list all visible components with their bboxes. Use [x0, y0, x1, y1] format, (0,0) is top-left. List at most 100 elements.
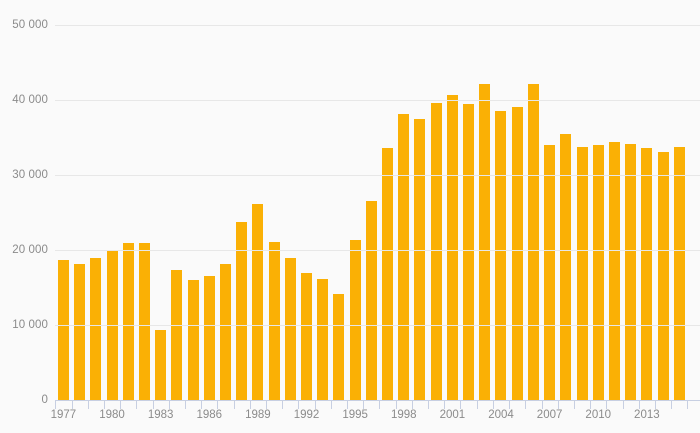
- x-axis-tick: [233, 400, 235, 409]
- x-axis-tick: [168, 400, 170, 409]
- x-axis-tick-label: 2010: [585, 409, 612, 421]
- x-axis-tick: [136, 400, 138, 409]
- x-axis-tick: [249, 400, 251, 409]
- bar[interactable]: [122, 242, 134, 400]
- bar[interactable]: [479, 83, 491, 400]
- bar[interactable]: [90, 257, 102, 400]
- x-axis-tick: [87, 400, 89, 409]
- x-axis-tick: [282, 400, 284, 409]
- bar[interactable]: [74, 263, 86, 400]
- x-axis-tick: [120, 400, 122, 409]
- x-axis-tick: [638, 400, 640, 409]
- y-axis-tick-label: 50 000: [12, 19, 48, 31]
- bar[interactable]: [430, 103, 442, 400]
- x-axis-tick-label: 2013: [634, 409, 660, 421]
- bar[interactable]: [155, 329, 167, 400]
- x-axis-tick-label: 1980: [99, 409, 125, 421]
- bar[interactable]: [187, 280, 199, 400]
- x-axis-tick: [541, 400, 543, 409]
- bar[interactable]: [592, 145, 604, 400]
- x-axis-tick-label: 2001: [439, 409, 466, 421]
- bar[interactable]: [446, 94, 458, 400]
- x-axis-tick: [557, 400, 559, 409]
- x-axis-tick-label: 2007: [536, 409, 563, 421]
- x-axis-tick: [55, 400, 57, 409]
- bar[interactable]: [673, 147, 685, 400]
- x-axis-tick: [622, 400, 624, 409]
- x-axis-tick: [687, 400, 689, 409]
- x-axis-tick-label: 1998: [390, 409, 417, 421]
- x-axis-tick-label: 1977: [50, 409, 77, 421]
- x-axis-tick: [428, 400, 430, 409]
- x-axis-tick: [525, 400, 527, 409]
- bar[interactable]: [657, 151, 669, 400]
- x-axis-ticks: [55, 400, 700, 409]
- bars-layer: [55, 0, 700, 400]
- bar[interactable]: [382, 148, 394, 400]
- y-axis-tick-label: 20 000: [12, 244, 48, 256]
- bar[interactable]: [365, 200, 377, 400]
- x-axis-tick: [492, 400, 494, 409]
- x-axis-tick-label: 1986: [196, 409, 223, 421]
- bar[interactable]: [608, 142, 620, 400]
- bar[interactable]: [463, 103, 475, 400]
- x-axis-tick-label: 1989: [245, 409, 271, 421]
- x-axis-tick: [379, 400, 381, 409]
- gridline: [55, 250, 700, 251]
- bar[interactable]: [252, 203, 264, 400]
- bar[interactable]: [527, 84, 539, 400]
- bar[interactable]: [317, 278, 329, 400]
- x-axis-tick: [395, 400, 397, 409]
- x-axis-tick: [266, 400, 267, 409]
- gridline: [55, 100, 700, 101]
- bar[interactable]: [641, 148, 653, 400]
- bar[interactable]: [511, 106, 523, 400]
- x-axis-tick: [476, 400, 478, 409]
- bar[interactable]: [57, 259, 69, 400]
- bar[interactable]: [171, 270, 183, 400]
- x-axis-tick-label: 1983: [147, 409, 174, 421]
- bar[interactable]: [414, 118, 426, 400]
- bar[interactable]: [576, 147, 588, 400]
- x-axis-tick: [509, 400, 511, 409]
- x-axis-tick: [411, 400, 413, 409]
- bar[interactable]: [284, 258, 296, 400]
- x-axis-tick: [71, 400, 73, 409]
- x-axis-tick: [201, 400, 203, 409]
- bar[interactable]: [544, 145, 556, 400]
- bar[interactable]: [333, 293, 345, 400]
- x-axis-tick: [184, 400, 186, 409]
- x-axis-tick: [460, 400, 462, 409]
- bar[interactable]: [268, 241, 280, 400]
- bar[interactable]: [495, 110, 507, 400]
- bar[interactable]: [560, 133, 572, 400]
- x-axis-tick-label: 1992: [293, 409, 320, 421]
- bar[interactable]: [301, 272, 313, 400]
- x-axis-tick: [363, 400, 365, 409]
- x-axis-tick: [314, 400, 316, 409]
- y-axis-tick-label: 0: [41, 394, 48, 406]
- x-axis-tick: [217, 400, 219, 409]
- x-axis-tick: [654, 400, 656, 409]
- y-axis-tick-label: 30 000: [12, 169, 48, 181]
- y-axis-tick-label: 40 000: [12, 94, 48, 106]
- bar[interactable]: [236, 221, 248, 400]
- bar[interactable]: [625, 143, 637, 400]
- x-axis-tick: [103, 400, 105, 409]
- x-axis-tick: [347, 400, 349, 409]
- x-axis-tick: [444, 400, 446, 409]
- gridline: [55, 325, 700, 326]
- x-axis-tick: [298, 400, 300, 409]
- x-axis-tick-label: 2004: [488, 409, 514, 421]
- x-axis-tick: [330, 400, 332, 409]
- gridline: [55, 25, 700, 26]
- plot-area: [55, 0, 700, 400]
- x-axis-baseline: [55, 400, 700, 401]
- gridline: [55, 175, 700, 176]
- bar[interactable]: [349, 239, 361, 400]
- bar[interactable]: [398, 113, 410, 400]
- bar[interactable]: [219, 263, 231, 400]
- bar[interactable]: [203, 276, 215, 400]
- bar[interactable]: [138, 242, 150, 400]
